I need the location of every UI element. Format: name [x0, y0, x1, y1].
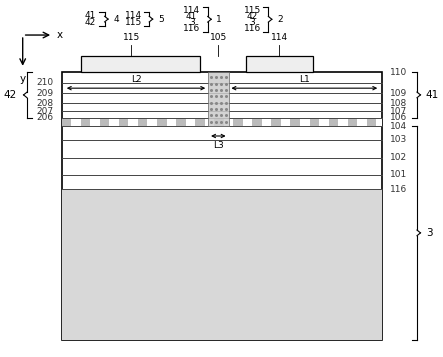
Text: x: x	[57, 30, 62, 40]
Text: L2: L2	[131, 75, 141, 84]
Bar	[348, 117, 357, 126]
Text: 41: 41	[426, 90, 439, 100]
Text: 2: 2	[277, 15, 283, 24]
Text: 42: 42	[247, 12, 258, 21]
Text: 42: 42	[84, 18, 96, 27]
Bar	[195, 117, 205, 126]
Text: 105: 105	[210, 33, 227, 42]
Text: 110: 110	[390, 68, 408, 77]
Bar	[138, 117, 148, 126]
Text: 102: 102	[390, 154, 407, 162]
Bar	[329, 117, 338, 126]
Bar	[62, 117, 71, 126]
Bar	[157, 117, 167, 126]
Bar	[81, 117, 90, 126]
Bar	[81, 56, 200, 72]
Text: 116: 116	[244, 24, 261, 33]
Text: 115: 115	[124, 18, 142, 27]
Bar	[291, 117, 300, 126]
Text: 1: 1	[216, 15, 222, 24]
Bar	[62, 189, 382, 340]
Bar	[246, 56, 313, 72]
Text: 3: 3	[249, 18, 255, 27]
Bar	[367, 117, 376, 126]
Bar	[214, 117, 224, 126]
Text: 114: 114	[183, 6, 200, 15]
Text: 116: 116	[390, 185, 408, 193]
Bar	[310, 117, 319, 126]
Text: 208: 208	[37, 99, 54, 108]
Bar	[62, 117, 382, 126]
Bar	[100, 117, 109, 126]
Text: L1: L1	[299, 75, 310, 84]
Bar	[272, 117, 281, 126]
Text: 103: 103	[390, 135, 408, 144]
Text: 115: 115	[123, 33, 140, 42]
Text: 41: 41	[84, 11, 96, 20]
Bar	[208, 72, 229, 126]
Text: L3: L3	[213, 141, 224, 150]
Text: 106: 106	[390, 113, 408, 122]
Text: y: y	[19, 74, 26, 84]
Text: 3: 3	[426, 228, 432, 238]
Bar	[62, 72, 382, 340]
Text: 5: 5	[158, 15, 163, 24]
Text: 114: 114	[124, 11, 142, 20]
Text: 116: 116	[183, 24, 200, 33]
Bar	[233, 117, 243, 126]
Text: 206: 206	[37, 113, 54, 122]
Text: 41: 41	[186, 12, 198, 21]
Text: 210: 210	[37, 78, 54, 87]
Text: 104: 104	[390, 122, 407, 131]
Text: 209: 209	[37, 89, 54, 98]
Text: 101: 101	[390, 170, 408, 180]
Text: 107: 107	[390, 107, 408, 116]
Text: 3: 3	[189, 18, 194, 27]
Text: 42: 42	[4, 90, 17, 100]
Bar	[119, 117, 128, 126]
Text: 114: 114	[271, 33, 288, 42]
Text: 115: 115	[244, 6, 261, 15]
Bar	[253, 117, 262, 126]
Bar	[176, 117, 186, 126]
Text: 109: 109	[390, 89, 408, 98]
Text: 207: 207	[37, 107, 54, 116]
Text: 108: 108	[390, 99, 408, 108]
Text: 4: 4	[113, 15, 119, 24]
